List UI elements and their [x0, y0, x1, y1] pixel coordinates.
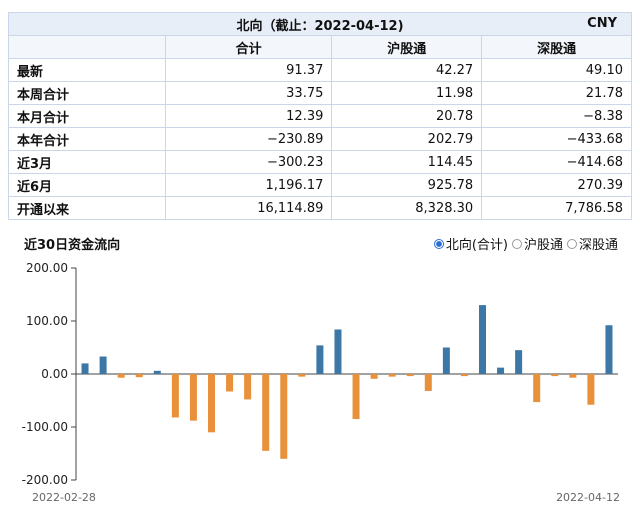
header-shenzhen: 深股通 [481, 35, 632, 59]
bar-28 [569, 374, 577, 378]
legend-label-total: 北向(合计) [445, 238, 508, 253]
legend-label-shanghai: 沪股通 [523, 238, 563, 253]
bar-21 [442, 347, 450, 374]
bar-25 [515, 350, 523, 374]
cell-total: 1,196.17 [164, 173, 333, 197]
cell-total: −300.23 [164, 150, 333, 174]
cell-total: 16,114.89 [164, 196, 333, 220]
y-tick-label: 100.00 [26, 314, 68, 328]
table-row-month-total: 本月合计 12.39 20.78 −8.38 [8, 104, 632, 128]
bar-30 [605, 325, 613, 374]
chart-title: 近30日资金流向 [24, 238, 121, 253]
legend-item-total[interactable]: 北向(合计) [433, 234, 508, 253]
row-label: 本年合计 [8, 127, 166, 151]
x-start-label: 2022-02-28 [32, 491, 96, 504]
table-row-latest: 最新 91.37 42.27 49.10 [8, 58, 632, 82]
radio-total-icon[interactable] [433, 238, 444, 249]
table-row-last-6-months: 近6月 1,196.17 925.78 270.39 [8, 173, 632, 197]
bar-4 [135, 374, 143, 378]
row-label: 本月合计 [8, 104, 166, 128]
table-row-year-total: 本年合计 −230.89 202.79 −433.68 [8, 127, 632, 151]
bar-22 [460, 374, 468, 377]
bar-8 [208, 374, 215, 433]
bar-2 [99, 356, 107, 374]
bar-19 [406, 374, 414, 377]
bar-27 [551, 374, 559, 377]
header-total: 合计 [164, 35, 333, 59]
cell-shenzhen: 7,786.58 [481, 196, 632, 220]
cell-total: 91.37 [164, 58, 333, 82]
row-label: 最新 [8, 58, 166, 82]
bar-6 [171, 374, 179, 418]
y-tick-label: 0.00 [41, 367, 68, 381]
bar-11 [262, 374, 270, 451]
radio-shanghai-icon[interactable] [511, 238, 522, 249]
radio-shenzhen-icon[interactable] [566, 238, 577, 249]
row-label: 近3月 [8, 150, 166, 174]
currency-label: CNY [587, 16, 617, 31]
bar-23 [479, 305, 486, 374]
bar-14 [316, 345, 324, 374]
cell-shanghai: 925.78 [331, 173, 483, 197]
row-label: 近6月 [8, 173, 166, 197]
bar-3 [117, 374, 125, 378]
table-header-row: 合计 沪股通 深股通 [8, 35, 632, 59]
cell-shanghai: 114.45 [331, 150, 483, 174]
table-title-cell: 北向（截止：2022-04-12) CNY [8, 12, 632, 36]
bar-1 [81, 363, 89, 374]
cell-shanghai: 20.78 [331, 104, 483, 128]
bar-12 [280, 374, 288, 459]
legend-label-shenzhen: 深股通 [578, 238, 618, 253]
table-title: 北向（截止：2022-04-12) [236, 18, 404, 34]
row-label: 本周合计 [8, 81, 166, 105]
flow-chart: 近30日资金流向 北向(合计) 沪股通 深股通 200.00 100.00 0.00… [8, 226, 632, 516]
cell-total: 12.39 [164, 104, 333, 128]
table-row-week-total: 本周合计 33.75 11.98 21.78 [8, 81, 632, 105]
bar-18 [388, 374, 396, 377]
cell-shenzhen: −433.68 [481, 127, 632, 151]
y-tick-label: 200.00 [26, 261, 68, 275]
y-tick-label: -100.00 [22, 420, 68, 434]
cell-shanghai: 42.27 [331, 58, 483, 82]
cell-total: 33.75 [164, 81, 333, 105]
y-tick-label: -200.00 [22, 473, 68, 487]
bar-10 [244, 374, 252, 400]
cell-shenzhen: −414.68 [481, 150, 632, 174]
cell-shenzhen: 270.39 [481, 173, 632, 197]
bar-17 [370, 374, 378, 379]
bar-24 [497, 367, 505, 374]
bar-16 [352, 374, 360, 420]
cell-shenzhen: 49.10 [481, 58, 632, 82]
cell-shenzhen: 21.78 [481, 81, 632, 105]
x-end-label: 2022-04-12 [556, 491, 620, 504]
cell-shanghai: 8,328.30 [331, 196, 483, 220]
row-label: 开通以来 [8, 196, 166, 220]
cell-shanghai: 202.79 [331, 127, 483, 151]
table-row-since-inception: 开通以来 16,114.89 8,328.30 7,786.58 [8, 196, 632, 220]
bar-7 [189, 374, 197, 421]
bar-plot: 200.00 100.00 0.00 -100.00 -200.00 2022-02-28… [22, 261, 620, 504]
cell-shanghai: 11.98 [331, 81, 483, 105]
table-row-last-3-months: 近3月 −300.23 114.45 −414.68 [8, 150, 632, 174]
bar-29 [587, 374, 595, 405]
header-shanghai: 沪股通 [331, 35, 483, 59]
cell-shenzhen: −8.38 [481, 104, 632, 128]
bar-26 [533, 374, 541, 403]
chart-legend: 北向(合计) 沪股通 深股通 [433, 234, 618, 253]
flow-summary-table: 北向（截止：2022-04-12) CNY 合计 沪股通 深股通 最新 91.37… [8, 12, 632, 220]
bar-9 [226, 374, 234, 392]
legend-item-shenzhen[interactable]: 深股通 [566, 234, 618, 253]
cell-total: −230.89 [164, 127, 333, 151]
bar-15 [334, 329, 342, 374]
bar-5 [153, 370, 161, 374]
legend-item-shanghai[interactable]: 沪股通 [511, 234, 563, 253]
table-title-row: 北向（截止：2022-04-12) CNY [8, 12, 632, 36]
bar-20 [424, 374, 432, 391]
bar-13 [298, 374, 306, 377]
header-empty [8, 35, 166, 59]
